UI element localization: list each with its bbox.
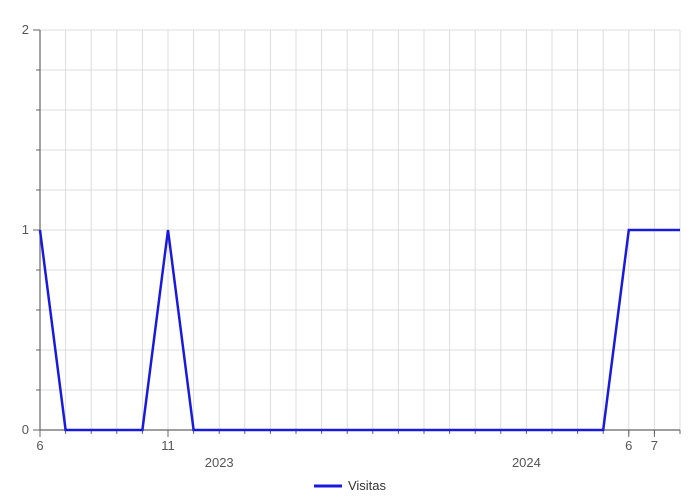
chart-legend: Visitas [0, 478, 700, 494]
svg-text:7: 7 [651, 438, 658, 453]
legend-swatch [314, 479, 342, 494]
legend-label: Visitas [348, 478, 386, 493]
chart-svg: 0 1 2 6 11 6 7 2023 2024 [0, 0, 700, 470]
chart-plot: 0 1 2 6 11 6 7 2023 2024 [0, 0, 700, 475]
svg-text:2024: 2024 [512, 455, 541, 470]
svg-text:0: 0 [22, 422, 29, 437]
svg-text:2023: 2023 [205, 455, 234, 470]
svg-text:1: 1 [22, 222, 29, 237]
svg-text:6: 6 [625, 438, 632, 453]
svg-text:11: 11 [161, 438, 175, 453]
chart-container: Visitas 2024 de Mistral Beheer B.V. (Hol… [0, 0, 700, 500]
svg-text:2: 2 [22, 22, 29, 37]
svg-text:6: 6 [36, 438, 43, 453]
